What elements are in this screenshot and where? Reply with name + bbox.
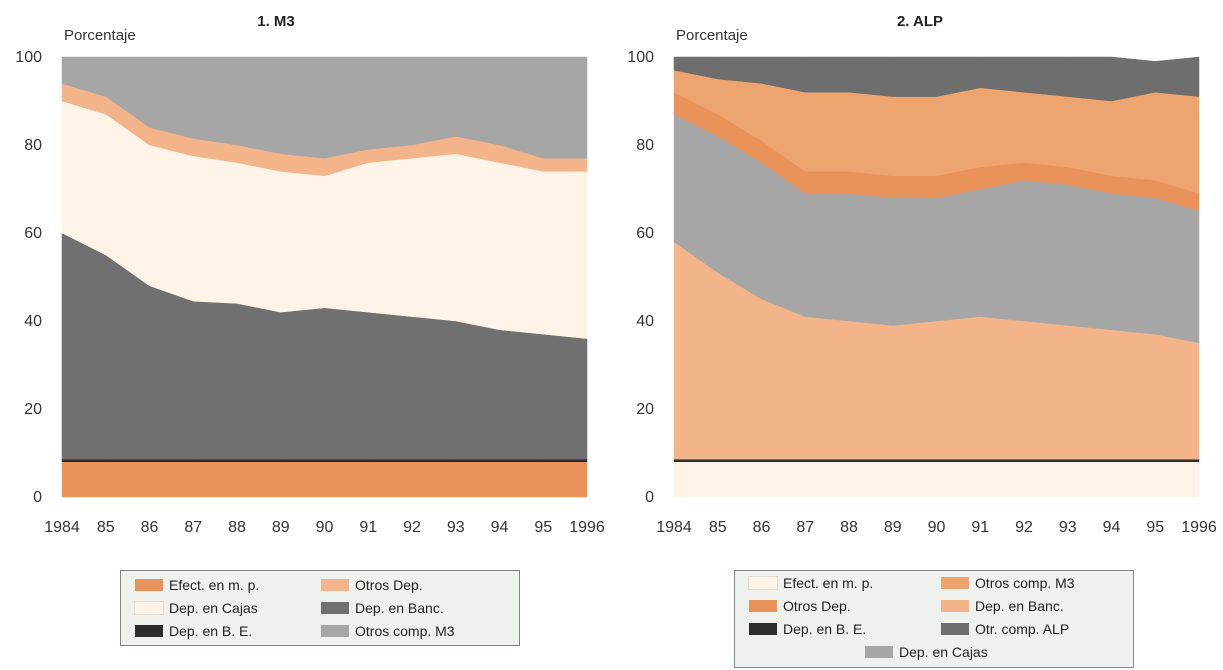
y-tick-label: 20 [24, 401, 42, 418]
legend-item: Otros Dep. [749, 598, 851, 614]
x-tick-label: 90 [928, 519, 946, 536]
chart-1: 0 20 40 60 80 100 1984 85 86 87 88 89 90 91 92 93 94 95 19… [15, 13, 605, 536]
x-tick-label: 89 [884, 519, 902, 536]
legend-label: Efect. en m. p. [783, 575, 874, 591]
legend-alp: Efect. en m. p. Otros comp. M3 Otros Dep. D… [734, 570, 1134, 668]
legend-item: Dep. en Cajas [134, 600, 258, 616]
legend-label: Otros comp. M3 [975, 575, 1075, 591]
chart-title: 2. ALP [897, 13, 943, 30]
legend-swatch [321, 602, 349, 614]
legend-swatch [749, 623, 777, 635]
area-otr-comp-alp [673, 56, 1200, 102]
x-tick-label: 85 [97, 519, 115, 536]
y-tick-label: 0 [645, 489, 654, 506]
legend-label: Otr. comp. ALP [975, 621, 1070, 637]
legend-item: Otros comp. M3 [321, 623, 455, 639]
chart-2: 0 20 40 60 80 100 1984 85 86 87 88 89 90 91 92 93 94 95 19… [627, 13, 1217, 536]
legend-label: Dep. en Banc. [975, 598, 1064, 614]
x-tick-label: 92 [403, 519, 421, 536]
legend-label: Dep. en Cajas [899, 644, 988, 660]
x-tick-label: 1984 [44, 519, 80, 536]
area-dep-en-b-e [673, 458, 1200, 463]
y-tick-label: 20 [636, 401, 654, 418]
y-tick-label: 0 [33, 489, 42, 506]
x-tick-label: 88 [840, 519, 858, 536]
y-tick-label: 80 [636, 137, 654, 154]
legend-swatch [135, 625, 163, 637]
legend-swatch [134, 601, 164, 615]
x-tick-label: 87 [796, 519, 814, 536]
legend-m3: Efect. en m. p. Otros Dep. Dep. en Cajas De… [120, 570, 520, 646]
y-tick-label: 100 [627, 49, 654, 66]
y-axis-label: Porcentaje [676, 27, 748, 44]
legend-label: Dep. en Banc. [355, 600, 444, 616]
legend-swatch [748, 576, 778, 590]
x-tick-label: 90 [316, 519, 334, 536]
x-tick-label: 95 [1146, 519, 1164, 536]
legend-label: Dep. en B. E. [169, 623, 253, 639]
area-dep-en-b-e [61, 458, 588, 463]
x-tick-label: 1996 [569, 519, 605, 536]
x-tick-label: 89 [272, 519, 290, 536]
legend-label: Otros comp. M3 [355, 623, 455, 639]
legend-swatch [865, 646, 893, 658]
y-axis-label: Porcentaje [64, 27, 136, 44]
legend-label: Dep. en Cajas [169, 600, 258, 616]
legend-swatch [135, 579, 163, 591]
legend-swatch [941, 600, 969, 612]
legend-item: Dep. en B. E. [135, 623, 252, 639]
x-tick-label: 86 [141, 519, 159, 536]
area-otros-comp-m3 [61, 56, 588, 159]
legend-swatch [749, 600, 777, 612]
x-tick-label: 1984 [656, 519, 692, 536]
legend-item: Efect. en m. p. [748, 575, 874, 591]
y-tick-label: 100 [15, 49, 42, 66]
x-tick-label: 88 [228, 519, 246, 536]
x-tick-label: 91 [359, 519, 377, 536]
x-tick-label: 95 [534, 519, 552, 536]
legend-label: Otros Dep. [783, 598, 851, 614]
legend-item: Dep. en Banc. [321, 600, 444, 616]
legend-item: Dep. en B. E. [749, 621, 866, 637]
legend-item: Otros Dep. [321, 577, 423, 593]
x-tick-label: 93 [447, 519, 465, 536]
legend-swatch [321, 579, 349, 591]
legend-item: Efect. en m. p. [135, 577, 259, 593]
y-tick-label: 60 [24, 225, 42, 242]
x-tick-label: 1996 [1181, 519, 1217, 536]
x-tick-label: 91 [971, 519, 989, 536]
x-tick-label: 93 [1059, 519, 1077, 536]
chart-title: 1. M3 [257, 13, 295, 30]
y-tick-label: 40 [24, 313, 42, 330]
x-tick-label: 92 [1015, 519, 1033, 536]
legend-label: Otros Dep. [355, 577, 423, 593]
y-tick-label: 80 [24, 137, 42, 154]
legend-swatch [321, 625, 349, 637]
legend-swatch [941, 623, 969, 635]
x-tick-label: 86 [753, 519, 771, 536]
legend-label: Efect. en m. p. [169, 577, 260, 593]
legend-swatch [941, 577, 969, 589]
x-tick-label: 87 [184, 519, 202, 536]
legend-item: Otr. comp. ALP [941, 621, 1069, 637]
legend-label: Dep. en B. E. [783, 621, 867, 637]
area-efect-en-m-p [673, 461, 1200, 498]
legend-item: Dep. en Banc. [941, 598, 1064, 614]
legend-item: Otros comp. M3 [941, 575, 1075, 591]
area-efect-en-m-p [61, 461, 588, 498]
charts-canvas: 0 20 40 60 80 100 1984 85 86 87 88 89 90 91 92 93 94 95 19… [15, 13, 1217, 536]
y-tick-label: 60 [636, 225, 654, 242]
y-tick-label: 40 [636, 313, 654, 330]
x-tick-label: 94 [491, 519, 509, 536]
legend-item: Dep. en Cajas [865, 644, 988, 660]
x-tick-label: 85 [709, 519, 727, 536]
x-tick-label: 94 [1103, 519, 1121, 536]
